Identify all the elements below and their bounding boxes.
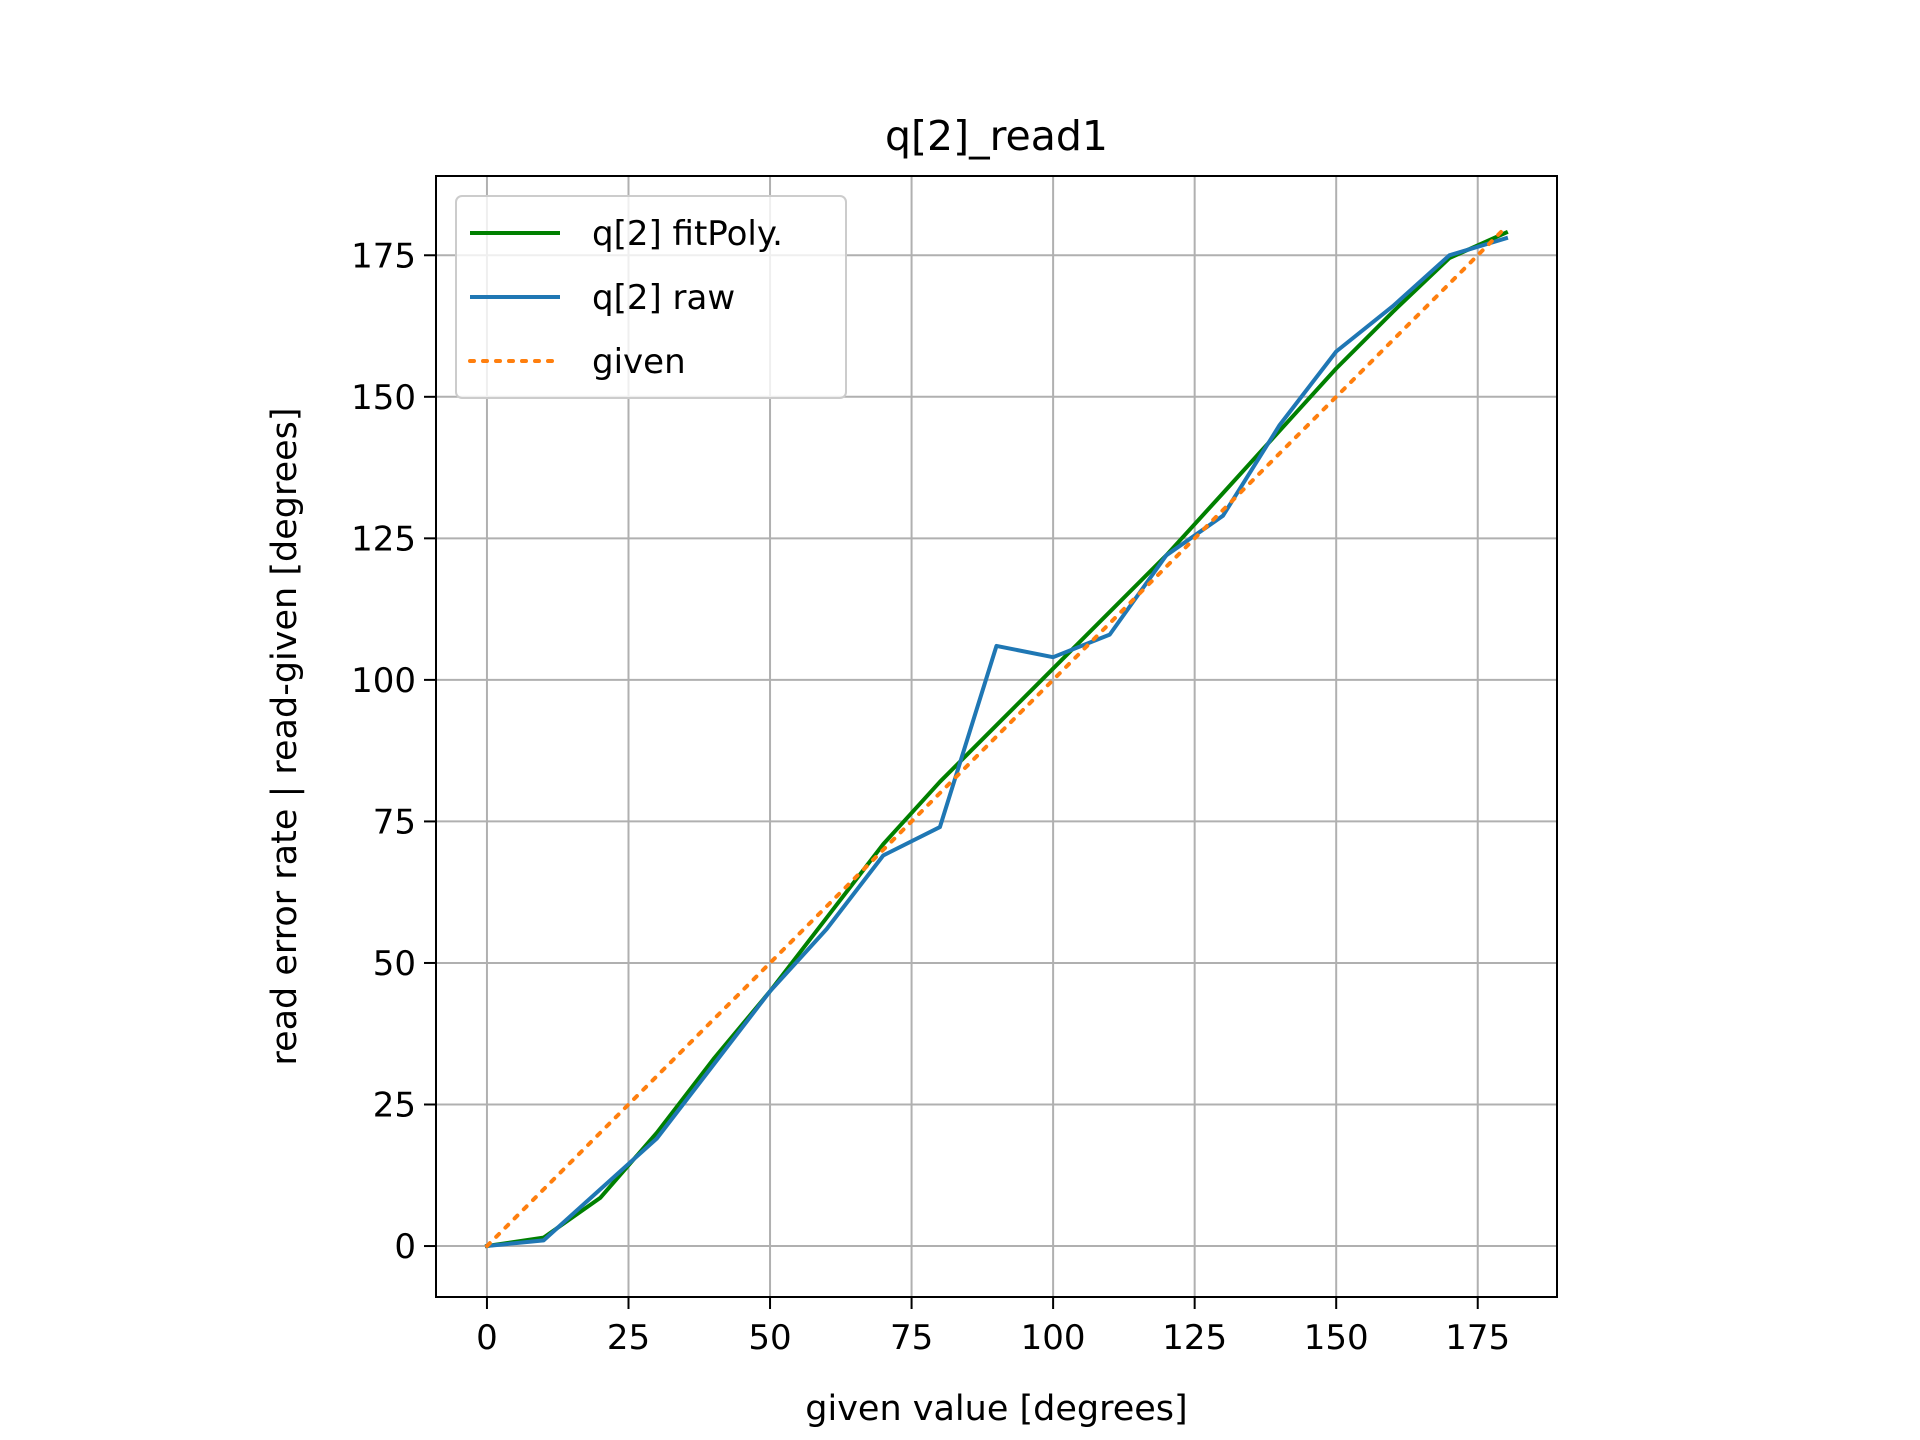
- x-tick-label: 125: [1162, 1318, 1227, 1358]
- chart-title: q[2]_read1: [885, 112, 1108, 160]
- y-tick-label: 25: [373, 1086, 416, 1126]
- legend-label-2: given: [592, 342, 686, 382]
- series-line-2: [485, 225, 1508, 1248]
- ticks: 0 25 50 75 100 125 150 175 0 25 50 75 100 125 150 175: [351, 236, 1510, 1358]
- x-tick-label: 25: [607, 1318, 650, 1358]
- x-tick-label: 150: [1304, 1318, 1369, 1358]
- axes-frame: [435, 175, 1558, 1298]
- y-tick-label: 125: [351, 519, 416, 559]
- x-tick-label: 75: [890, 1318, 933, 1358]
- legend-label-1: q[2] raw: [592, 278, 735, 318]
- y-tick-label: 50: [373, 944, 416, 984]
- series-layer: [484, 225, 1509, 1249]
- series-line-1: [484, 235, 1509, 1249]
- y-axis-label: read error rate | read-given [degrees]: [265, 407, 305, 1065]
- y-tick-label: 75: [373, 802, 416, 842]
- x-tick-label: 100: [1021, 1318, 1086, 1358]
- y-tick-label: 150: [351, 378, 416, 418]
- x-tick-label: 50: [748, 1318, 791, 1358]
- y-tick-label: 0: [394, 1227, 416, 1267]
- x-tick-label: 175: [1445, 1318, 1510, 1358]
- legend: q[2] fitPoly. q[2] raw given: [455, 195, 847, 399]
- legend-label-0: q[2] fitPoly.: [592, 214, 783, 254]
- x-axis-label: given value [degrees]: [805, 1389, 1187, 1429]
- series-line-0: [484, 229, 1509, 1249]
- y-tick-label: 100: [351, 661, 416, 701]
- y-tick-label: 175: [351, 236, 416, 276]
- x-tick-label: 0: [476, 1318, 498, 1358]
- legend-box: [455, 195, 847, 399]
